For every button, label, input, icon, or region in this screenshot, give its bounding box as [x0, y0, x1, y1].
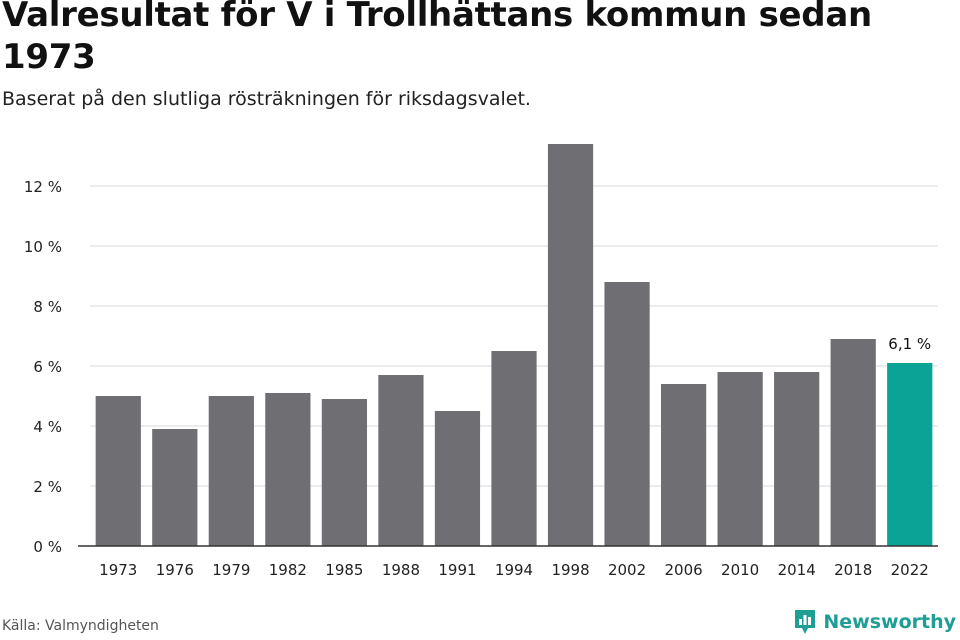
y-tick-label: 10 %	[24, 238, 62, 256]
bar	[660, 384, 707, 546]
bar-chart: 0 % 2 % 4 % 6 % 8 % 10 % 12 % 1973 1976 1979 1982 1…	[24, 144, 938, 579]
bar	[321, 399, 368, 546]
bar	[491, 351, 537, 546]
brand-logo-group: Newsworthy	[793, 608, 956, 636]
x-tick-label: 2002	[608, 561, 646, 579]
bar	[378, 375, 424, 546]
bar	[887, 363, 933, 546]
y-tick-label: 0 %	[33, 538, 62, 556]
chart-title: Valresultat för V i Trollhättans kommun …	[2, 0, 872, 77]
x-tick-label: 1982	[269, 561, 307, 579]
x-tick-label: 2022	[891, 561, 929, 579]
x-tick-label: 2010	[721, 561, 759, 579]
bar	[208, 396, 254, 546]
bar	[95, 396, 141, 546]
y-tick-label: 2 %	[33, 478, 62, 496]
x-tick-label: 1998	[551, 561, 589, 579]
bar	[434, 411, 481, 546]
bar	[152, 429, 198, 546]
y-tick-label: 12 %	[24, 178, 62, 196]
x-tick-label: 1979	[212, 561, 250, 579]
bar	[774, 372, 820, 546]
x-tick-label: 1985	[325, 561, 363, 579]
chart-subtitle: Baserat på den slutliga rösträkningen fö…	[2, 88, 531, 110]
newsworthy-logo-icon	[795, 610, 816, 634]
data-label: 6,1 %	[888, 335, 931, 353]
y-tick-label: 6 %	[33, 358, 62, 376]
x-tick-label: 2018	[834, 561, 872, 579]
source-note: Källa: Valmyndigheten	[2, 618, 159, 634]
x-tick-label: 2014	[778, 561, 816, 579]
bar	[265, 393, 311, 546]
x-tick-label: 1994	[495, 561, 533, 579]
x-tick-label: 1991	[438, 561, 476, 579]
x-tick-label: 1976	[156, 561, 194, 579]
x-tick-label: 1973	[99, 561, 137, 579]
y-tick-label: 4 %	[33, 418, 62, 436]
bar	[547, 144, 594, 546]
brand-name: Newsworthy	[823, 611, 956, 633]
x-tick-label: 1988	[382, 561, 420, 579]
x-tick-label: 2006	[665, 561, 703, 579]
bar	[830, 339, 876, 546]
y-tick-label: 8 %	[33, 298, 62, 316]
bar	[717, 372, 763, 546]
bar	[604, 282, 650, 546]
